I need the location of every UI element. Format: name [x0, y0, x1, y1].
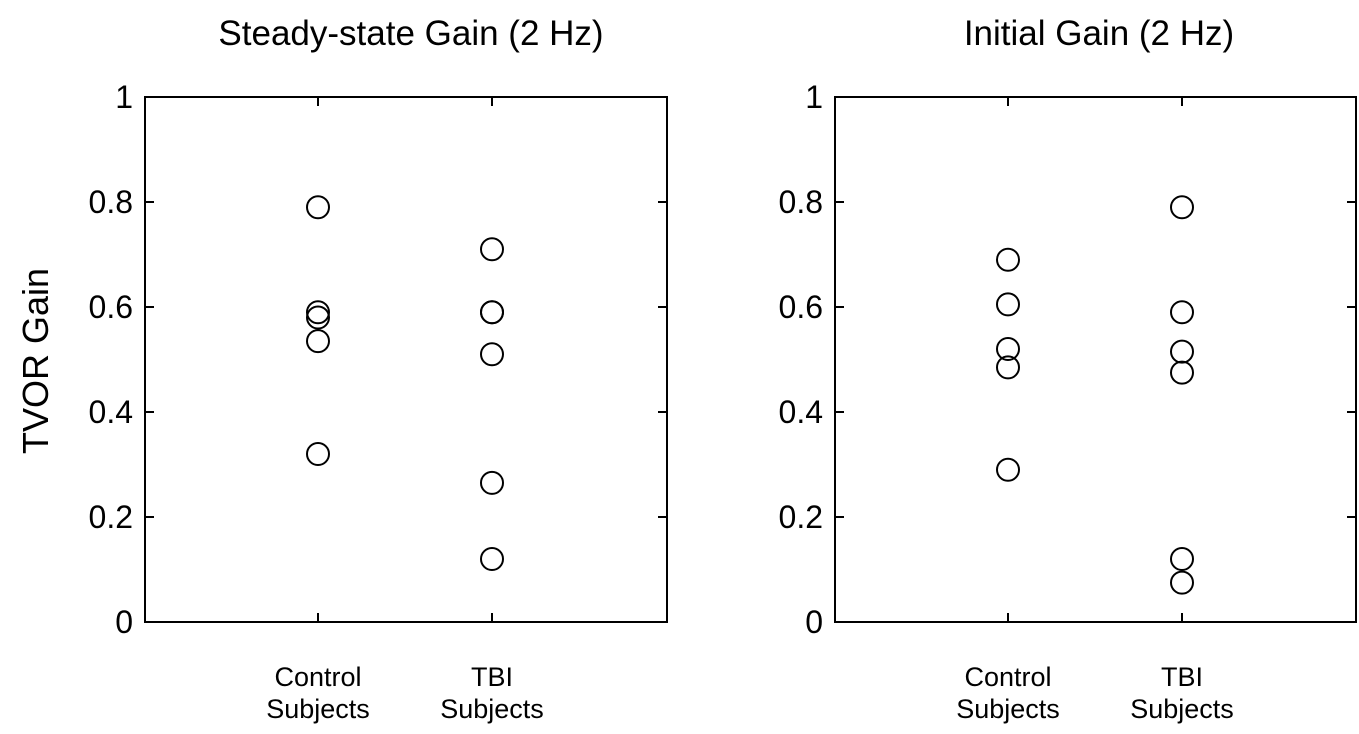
panel-initial: Initial Gain (2 Hz) 0 0.2 0.4 0.6 0.8 1 Contro…	[779, 14, 1357, 724]
y-tick-label: 0.2	[779, 499, 823, 535]
data-point	[306, 305, 330, 330]
y-tick-label: 0	[805, 604, 823, 640]
data-point	[1170, 360, 1194, 385]
data-point	[996, 337, 1020, 361]
x-category-label: Control	[964, 662, 1051, 692]
data-point	[306, 329, 330, 354]
data-point	[480, 470, 504, 495]
data-point	[480, 300, 504, 325]
data-point	[996, 355, 1020, 380]
data-point	[1170, 547, 1194, 571]
panel-steady-state: Steady-state Gain (2 Hz) TVOR Gain 0 0.2 0…	[15, 14, 668, 724]
data-point	[1170, 195, 1194, 220]
y-tick-label: 0.8	[779, 184, 823, 220]
data-point	[1170, 339, 1194, 364]
y-tick-label: 0.2	[89, 499, 133, 535]
data-point	[480, 237, 504, 262]
chart-title: Steady-state Gain (2 Hz)	[218, 14, 603, 53]
x-category-label: TBI	[1161, 662, 1203, 692]
chart-title: Initial Gain (2 Hz)	[964, 14, 1234, 53]
y-tick-label: 0.8	[89, 184, 133, 220]
data-point	[306, 300, 330, 325]
data-point	[480, 547, 504, 571]
x-category-label: Subjects	[266, 694, 370, 724]
y-axis-label: TVOR Gain	[15, 268, 56, 454]
data-point	[306, 442, 330, 466]
axes-box	[834, 96, 1357, 623]
y-tick-label: 1	[115, 79, 133, 115]
y-tick-label: 0.4	[89, 394, 133, 430]
data-point	[1170, 300, 1194, 325]
data-point	[306, 195, 330, 220]
x-category-label: Subjects	[956, 694, 1060, 724]
y-tick-label: 0.4	[779, 394, 823, 430]
data-point	[480, 342, 504, 367]
data-point	[996, 247, 1020, 272]
y-tick-label: 0.6	[89, 289, 133, 325]
y-tick-label: 1	[805, 79, 823, 115]
axes-box	[144, 96, 668, 623]
data-point	[1170, 570, 1194, 595]
x-category-label: Subjects	[1130, 694, 1234, 724]
data-point	[996, 457, 1020, 482]
x-category-label: Subjects	[440, 694, 544, 724]
x-category-label: Control	[274, 662, 361, 692]
y-tick-label: 0.6	[779, 289, 823, 325]
data-point	[996, 292, 1020, 317]
y-tick-label: 0	[115, 604, 133, 640]
x-category-label: TBI	[471, 662, 513, 692]
